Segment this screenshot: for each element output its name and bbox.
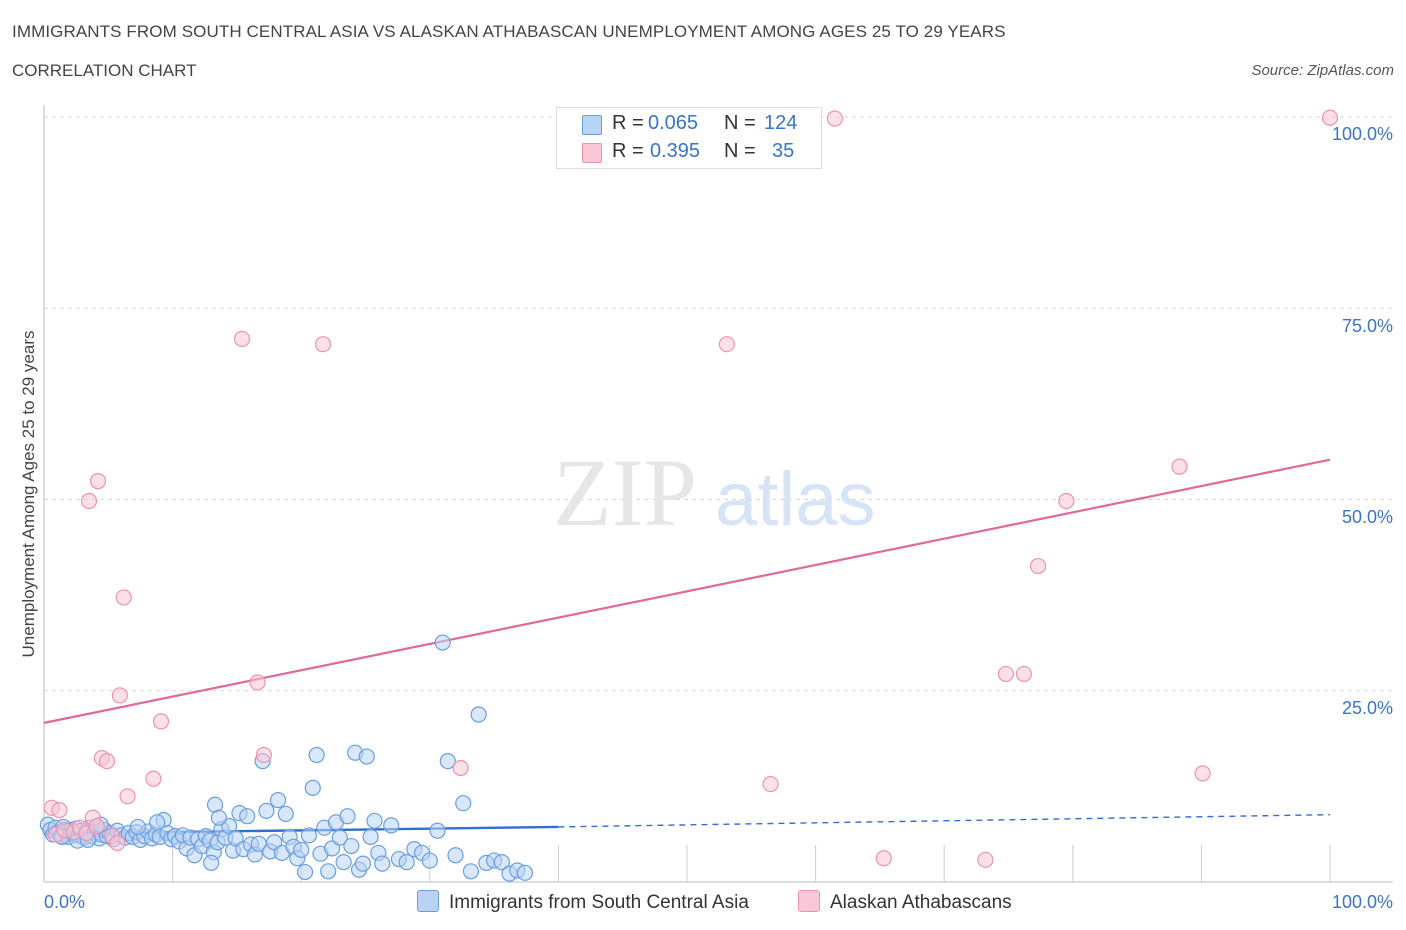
- grid-lines: [44, 116, 1393, 692]
- data-point-series1-90: [343, 837, 360, 855]
- data-point-series1-63: [239, 808, 256, 825]
- series1-r-label: R =: [612, 112, 644, 134]
- data-point-series2-29: [875, 850, 892, 867]
- data-point-series1-110: [462, 863, 480, 880]
- data-point-series2-27: [762, 775, 779, 793]
- data-point-series1-114: [493, 854, 510, 871]
- data-point-series2-18: [145, 770, 162, 787]
- data-point-series2-22: [255, 746, 273, 764]
- data-point-series2-33: [1029, 557, 1047, 575]
- y-tick-label-25: 25.0%: [1342, 698, 1393, 718]
- data-point-series1-106: [434, 634, 451, 651]
- data-point-series1-99: [383, 817, 400, 834]
- series1-r-value: 0.065: [648, 112, 699, 134]
- data-point-series1-104: [421, 852, 438, 869]
- chart-title: IMMIGRANTS FROM SOUTH CENTRAL ASIA VS AL…: [12, 22, 1006, 41]
- data-point-series2-19: [152, 713, 170, 730]
- data-point-series1-95: [362, 828, 379, 845]
- y-tick-label-100: 100.0%: [1332, 124, 1393, 144]
- legend-label-series1: Immigrants from South Central Asia: [449, 892, 749, 913]
- data-point-series1-111: [470, 706, 487, 723]
- data-point-series1-71: [269, 792, 287, 809]
- data-point-series1-57: [203, 854, 220, 871]
- data-point-series1-94: [358, 748, 375, 765]
- data-point-series2-2: [51, 801, 68, 819]
- data-point-series1-77: [293, 841, 310, 858]
- watermark-zip: ZIP: [553, 439, 697, 546]
- legend-swatch-series2: [798, 890, 820, 912]
- data-point-series2-15: [111, 687, 128, 704]
- data-point-series2-16: [115, 589, 132, 606]
- data-point-series1-84: [320, 863, 337, 880]
- data-point-series1-96: [366, 812, 383, 829]
- data-point-series1-89: [339, 808, 356, 825]
- y-axis-title: Unemployment Among Ages 25 to 29 years: [19, 331, 38, 658]
- data-point-series2-21: [249, 674, 266, 691]
- series1-swatch: [582, 115, 602, 135]
- data-point-series2-28: [826, 110, 843, 127]
- legend-item-series1: Immigrants from South Central Asia: [417, 890, 749, 914]
- data-point-series1-107: [439, 753, 456, 770]
- legend-swatch-series1: [417, 890, 439, 912]
- data-point-series1-79: [300, 827, 318, 844]
- data-point-series1-88: [335, 854, 352, 871]
- series2-swatch: [582, 143, 602, 163]
- data-point-series2-7: [80, 492, 98, 510]
- series1-n-label: N =: [724, 112, 756, 134]
- source-label: Source: ZipAtlas.com: [1251, 62, 1394, 79]
- data-point-series1-123: [149, 814, 166, 831]
- data-point-series1-117: [516, 864, 534, 881]
- data-point-series1-73: [277, 805, 294, 823]
- data-point-series2-37: [1321, 109, 1339, 126]
- data-point-series1-122: [129, 818, 146, 836]
- y-tick-label-75: 75.0%: [1342, 316, 1393, 336]
- data-point-series2-34: [1058, 492, 1075, 510]
- series2-n-label: N =: [724, 140, 756, 162]
- data-point-series1-93: [354, 855, 372, 872]
- data-point-series1-109: [455, 795, 472, 812]
- data-point-series1-59: [210, 809, 227, 826]
- stats-legend: R = 0.065 N = 124 R = 0.395 N = 35: [556, 107, 822, 169]
- x-tick-label-100: 100.0%: [1332, 892, 1393, 912]
- data-point-series2-23: [314, 336, 332, 353]
- y-tick-label-50: 50.0%: [1342, 507, 1393, 527]
- data-point-series2-9: [88, 818, 105, 835]
- data-point-series2-17: [119, 788, 136, 805]
- data-point-series2-20: [233, 330, 251, 347]
- trend-line-series1-projection: [558, 813, 1331, 828]
- data-point-series2-36: [1194, 765, 1211, 782]
- data-point-series2-30: [977, 851, 994, 868]
- x-tick-label-0: 0.0%: [44, 892, 85, 912]
- data-point-series1-101: [398, 854, 415, 871]
- data-point-series2-12: [98, 753, 116, 770]
- data-point-series2-35: [1171, 458, 1188, 475]
- data-point-series2-26: [718, 336, 735, 353]
- data-point-series1-105: [429, 822, 446, 839]
- data-point-series2-10: [89, 473, 107, 490]
- data-point-series1-78: [296, 863, 314, 881]
- series2-r-value: 0.395: [650, 140, 701, 162]
- data-point-series1-108: [447, 847, 464, 864]
- series1-n-value: 124: [764, 112, 798, 134]
- data-point-series1-98: [374, 855, 391, 872]
- legend-label-series2: Alaskan Athabascans: [830, 892, 1012, 913]
- data-point-series2-32: [1015, 665, 1033, 683]
- data-point-series1-68: [258, 802, 275, 819]
- data-point-series1-80: [304, 779, 321, 797]
- data-point-series1-87: [331, 829, 348, 846]
- series2-r-label: R =: [612, 140, 644, 162]
- watermark-atlas: atlas: [715, 457, 876, 542]
- data-point-series2-14: [109, 834, 126, 852]
- legend-item-series2: Alaskan Athabascans: [798, 890, 1012, 914]
- chart-subtitle: CORRELATION CHART: [12, 61, 197, 80]
- data-point-series1-81: [308, 746, 325, 764]
- data-point-series2-31: [997, 665, 1015, 683]
- series2-n-value: 35: [772, 140, 795, 162]
- data-points: [39, 109, 1339, 882]
- data-point-series2-24: [452, 759, 469, 777]
